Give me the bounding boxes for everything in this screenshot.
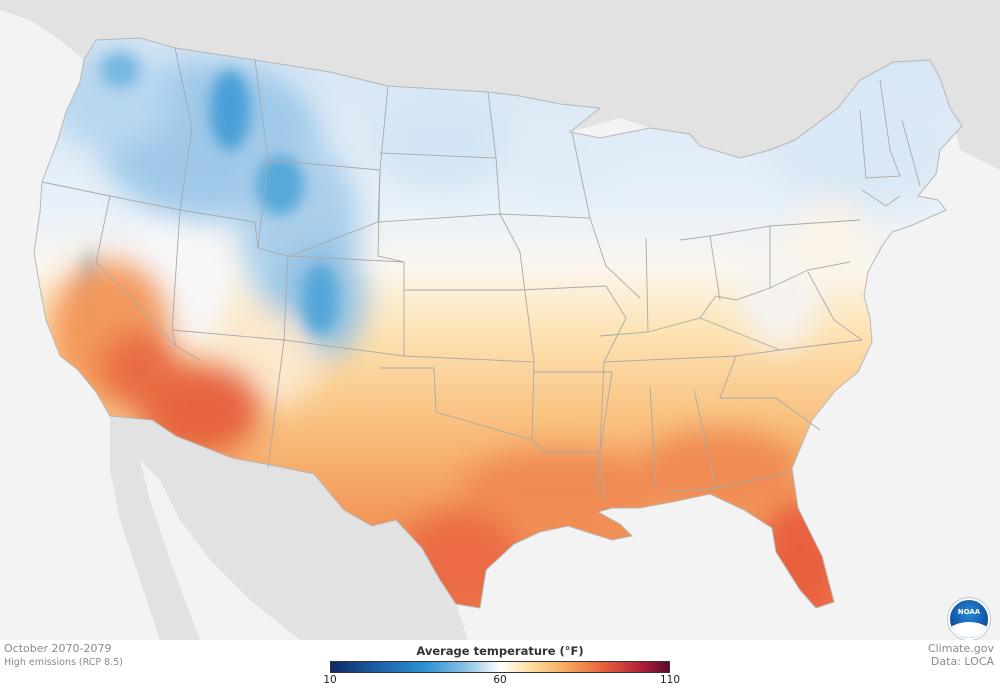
great-lakes — [570, 118, 810, 240]
site-credit: Climate.gov — [927, 642, 994, 655]
scenario-label: High emissions (RCP 8.5) — [4, 657, 123, 668]
state-borders — [41, 47, 921, 501]
map-footer: October 2070-2079 High emissions (RCP 8.… — [0, 640, 1000, 690]
legend-tick-mid: 60 — [493, 674, 507, 686]
legend-unit: (°F) — [559, 644, 584, 658]
canada-land — [0, 0, 1000, 170]
mexico-land — [110, 416, 468, 640]
credits: Climate.gov Data: LOCA — [928, 642, 994, 668]
legend-colorbar — [330, 661, 670, 673]
map-caption: October 2070-2079 High emissions (RCP 8.… — [4, 642, 123, 669]
noaa-logo-wave — [950, 622, 988, 638]
noaa-logo-text: NOAA — [957, 608, 981, 616]
legend-tick-max: 110 — [659, 674, 681, 686]
temperature-map — [0, 0, 1000, 640]
legend-tick-min: 10 — [323, 674, 337, 686]
temperature-legend: Average temperature (°F) 10 60 110 — [323, 644, 680, 687]
legend-title-text: Average temperature — [416, 644, 556, 658]
legend-ticks: 10 60 110 — [323, 673, 680, 687]
data-source-credit: Data: LOCA — [930, 655, 994, 668]
time-period-label: October 2070-2079 — [4, 642, 112, 655]
noaa-logo: NOAA — [948, 598, 990, 640]
legend-title: Average temperature (°F) — [330, 644, 670, 658]
